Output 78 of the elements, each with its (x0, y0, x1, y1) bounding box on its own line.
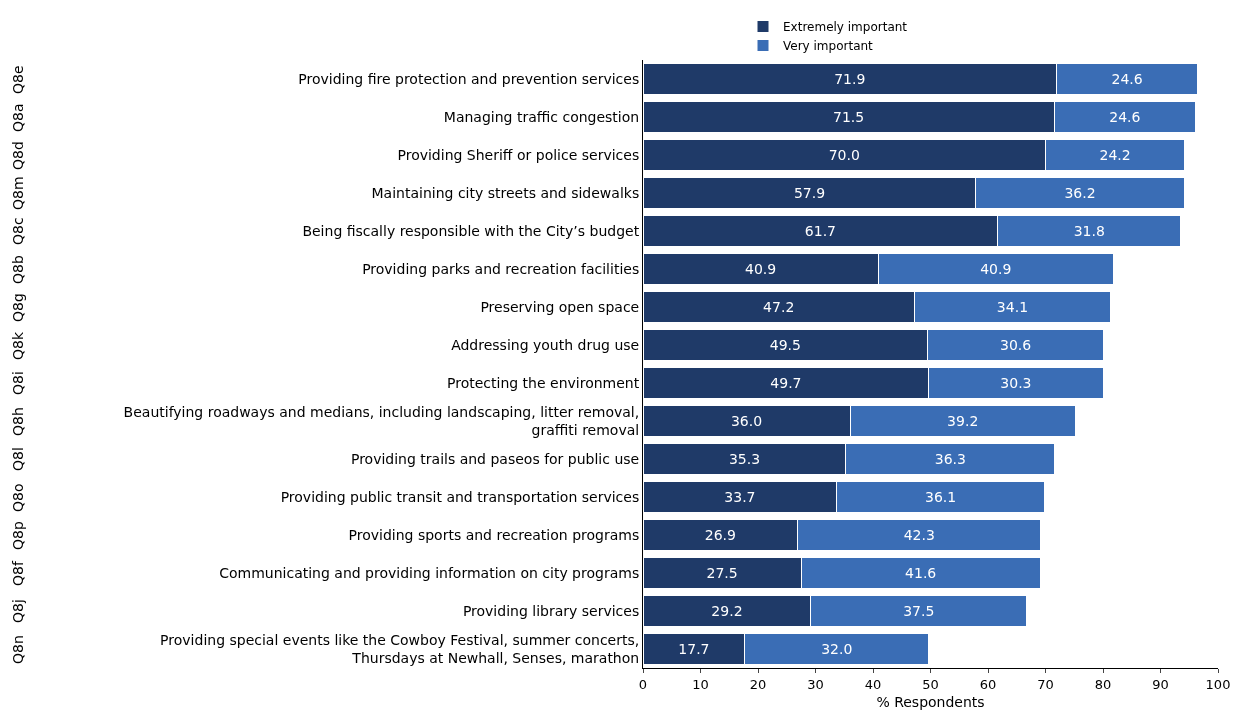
y-tick-label: Providing trails and paseos for public use (350, 450, 640, 467)
y-tick-label: Providing Sheriff or police services (397, 146, 640, 163)
text: Q8a (9, 103, 26, 132)
data-label: 31.8 (1073, 223, 1105, 239)
x-tick-label: 80 (1094, 676, 1112, 692)
data-label: 33.7 (724, 489, 756, 505)
x-tick-label: 100 (1205, 676, 1231, 692)
text: Q8e (9, 65, 26, 94)
data-label: 35.3 (728, 451, 761, 467)
data-label: 61.7 (804, 223, 836, 239)
data-label: 29.2 (711, 603, 743, 619)
data-label: 49.7 (770, 375, 802, 391)
data-label: 71.5 (832, 109, 865, 125)
data-label: 36.2 (1064, 185, 1096, 201)
x-tick-label: 40 (864, 676, 882, 692)
y-tick-label: Addressing youth drug use (451, 336, 640, 353)
text: Q8o (9, 483, 26, 512)
data-label: 24.6 (1109, 109, 1141, 125)
data-label: 41.6 (905, 565, 937, 581)
y-tick-label: Providing library services (462, 602, 640, 619)
data-label: 47.2 (763, 299, 795, 315)
x-tick-label: 30 (807, 676, 824, 692)
text: Q8d (9, 141, 26, 170)
data-label: 71.9 (834, 71, 866, 87)
x-tick-label: 0 (638, 676, 648, 692)
text: Q8n (9, 635, 26, 664)
y-tick-label: Protecting the environment (447, 374, 640, 391)
data-label: 39.2 (947, 413, 979, 429)
y-tick-label: Managing traffic congestion (443, 108, 640, 125)
x-tick-label: 10 (692, 676, 709, 692)
data-label: 24.6 (1111, 71, 1143, 87)
y-tick-label: Being fiscally responsible with the City’s budget (302, 222, 640, 239)
text: Q8c (9, 217, 26, 245)
y-tick-label: Providing public transit and transportation services (280, 488, 640, 505)
y-tick-label: Beautifying roadways and medians, including landscaping, litter removal, graffiti removal (123, 403, 640, 438)
data-label: 27.5 (706, 565, 738, 581)
data-label: 36.0 (730, 413, 763, 429)
text: Q8i (9, 371, 26, 395)
y-tick-label: Communicating and providing information on city programs (219, 564, 640, 581)
x-tick-label: 50 (922, 676, 939, 692)
data-label: 32.0 (821, 641, 853, 657)
text: Q8l (9, 447, 26, 471)
data-label: 40.9 (980, 261, 1012, 277)
legend-label: Very important (783, 39, 874, 54)
x-axis-title: % Respondents (876, 693, 985, 710)
data-label: 24.2 (1099, 147, 1131, 163)
y-tick-label: Maintaining city streets and sidewalks (371, 184, 640, 201)
data-label: 30.3 (1000, 375, 1032, 391)
x-tick-label: 20 (749, 676, 767, 692)
text: Q8m (9, 176, 26, 210)
text: Q8h (9, 407, 26, 436)
data-label: 70.0 (828, 147, 860, 163)
data-label: 57.9 (793, 185, 826, 201)
y-tick-label: Preserving open space (480, 298, 640, 315)
text: Q8k (9, 331, 26, 360)
text: Q8j (9, 599, 26, 623)
y-tick-label: Providing parks and recreation facilities (362, 260, 640, 277)
y-tick-label: Providing fire protection and prevention services (298, 70, 640, 87)
y-tick-label: Providing special events like the Cowboy Festival, summer concerts, Thursdays at Newhall, Senses, marathon (160, 631, 640, 666)
data-label: 36.3 (934, 451, 966, 467)
text: Q8b (9, 255, 26, 284)
data-label: 40.9 (745, 261, 777, 277)
data-label: 36.1 (924, 489, 957, 505)
data-label: 17.7 (678, 641, 710, 657)
data-label: 42.3 (903, 527, 935, 543)
data-label: 49.5 (769, 337, 801, 353)
x-tick-label: 90 (1152, 676, 1169, 692)
data-label: 26.9 (704, 527, 736, 543)
text: Q8p (9, 521, 26, 550)
legend-label: Extremely important (783, 20, 908, 35)
data-label: 34.1 (996, 299, 1029, 315)
data-label: 37.5 (903, 603, 935, 619)
x-tick-label: 60 (979, 676, 997, 692)
text: Q8g (9, 293, 26, 322)
x-tick-label: 70 (1037, 676, 1054, 692)
text: Q8f (9, 560, 26, 586)
data-label: 30.6 (999, 337, 1032, 353)
y-tick-label: Providing sports and recreation programs (348, 526, 640, 543)
